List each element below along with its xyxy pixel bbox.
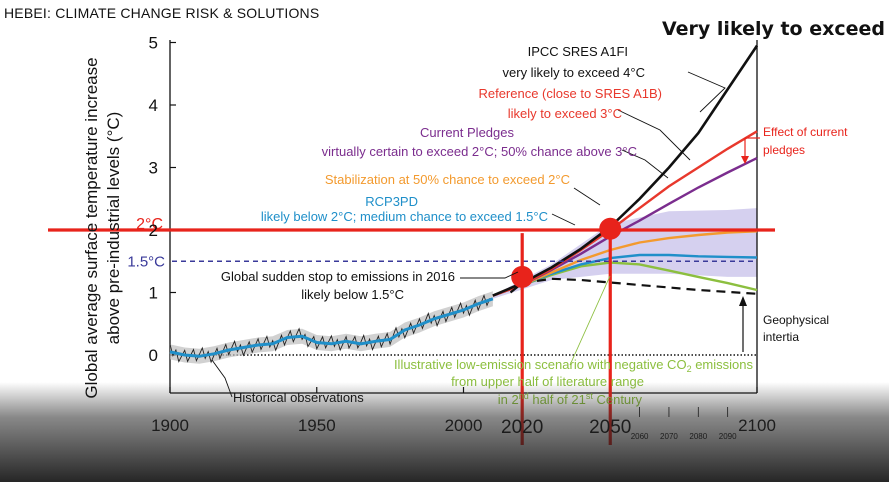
slide-title: HEBEI: CLIMATE CHANGE RISK & SOLUTIONS [4, 5, 320, 21]
series-black [492, 44, 759, 297]
y-axis-label: Global average surface temperature incre… [82, 57, 123, 398]
highlight-point [599, 217, 622, 240]
historical-mean-line [169, 297, 494, 358]
effect-label: Effect of current [763, 125, 848, 139]
scenario-series [492, 44, 759, 297]
two-degree-label: 2°C [136, 216, 163, 233]
reference-title: Reference (close to SRES A1B) [478, 86, 662, 101]
annotation-leader [617, 109, 691, 161]
rcp-sub: likely below 2°C; medium chance to excee… [261, 209, 548, 224]
effect-arrow-head [741, 156, 749, 164]
reference-lines: 2°C 1.5°C [48, 216, 775, 445]
x-tick-label: 1950 [298, 416, 336, 435]
reference-sub: likely to exceed 3°C [508, 106, 622, 121]
low-emission-line-1: Illustrative low-emission scenario with … [394, 357, 754, 374]
headline: Very likely to exceed [662, 18, 885, 40]
highlight-point [511, 265, 534, 288]
series-reference [492, 130, 758, 297]
pledges-title: Current Pledges [420, 125, 514, 140]
inertia-arrow-head [739, 296, 747, 306]
minor-year-label: 2090 [719, 432, 737, 441]
x-tick-label: 2000 [445, 416, 483, 435]
minor-year-label: 2070 [660, 432, 678, 441]
annotation-leader [621, 149, 669, 179]
low-emission-line-3: in 2nd half of 21st Century [498, 391, 643, 407]
sudden-stop-sub: likely below 1.5°C [301, 287, 404, 302]
annotation-leaders [211, 71, 760, 398]
geophysical-label-2: intertia [763, 330, 799, 344]
annotation-leader [551, 213, 576, 226]
effect-label-2: pledges [763, 143, 805, 157]
a1fi-title: IPCC SRES A1FI [528, 44, 628, 59]
minor-year-label: 2080 [689, 432, 707, 441]
y-tick-label: 0 [149, 346, 158, 365]
stabilization-label: Stabilization at 50% chance to exceed 2°… [325, 172, 570, 187]
y-tick-label: 4 [149, 96, 158, 115]
low-emission-leader [569, 275, 611, 366]
y-tick-label: 3 [149, 159, 158, 178]
a1fi-sub: very likely to exceed 4°C [503, 65, 645, 80]
highlight-year-label: 2050 [589, 417, 631, 438]
y-tick-label: 5 [149, 34, 158, 53]
y-tick-label: 1 [149, 284, 158, 303]
one-point-five-label: 1.5°C [127, 253, 165, 270]
x-tick-label: 2100 [738, 416, 776, 435]
rcp-title: RCP3PD [365, 194, 418, 209]
sudden-stop-title: Global sudden stop to emissions in 2016 [221, 269, 455, 284]
annotation-leader [687, 71, 726, 113]
low-emission-line-2: from upper half of literature range [451, 374, 644, 389]
historical-label: Historical observations [233, 390, 364, 405]
annotation-leader [573, 187, 601, 206]
y-tick-label: 2 [149, 221, 158, 240]
geophysical-label: Geophysical [763, 313, 829, 327]
historical-series [169, 291, 494, 364]
annotation-leader [460, 271, 519, 279]
minor-year-label: 2060 [631, 432, 649, 441]
highlight-year-label: 2020 [501, 417, 543, 438]
pledges-sub: virtually certain to exceed 2°C; 50% cha… [322, 144, 637, 159]
x-tick-label: 1900 [151, 416, 189, 435]
historical-leader [211, 359, 233, 398]
annotation-labels: IPCC SRES A1FI very likely to exceed 4°C R… [221, 44, 848, 407]
